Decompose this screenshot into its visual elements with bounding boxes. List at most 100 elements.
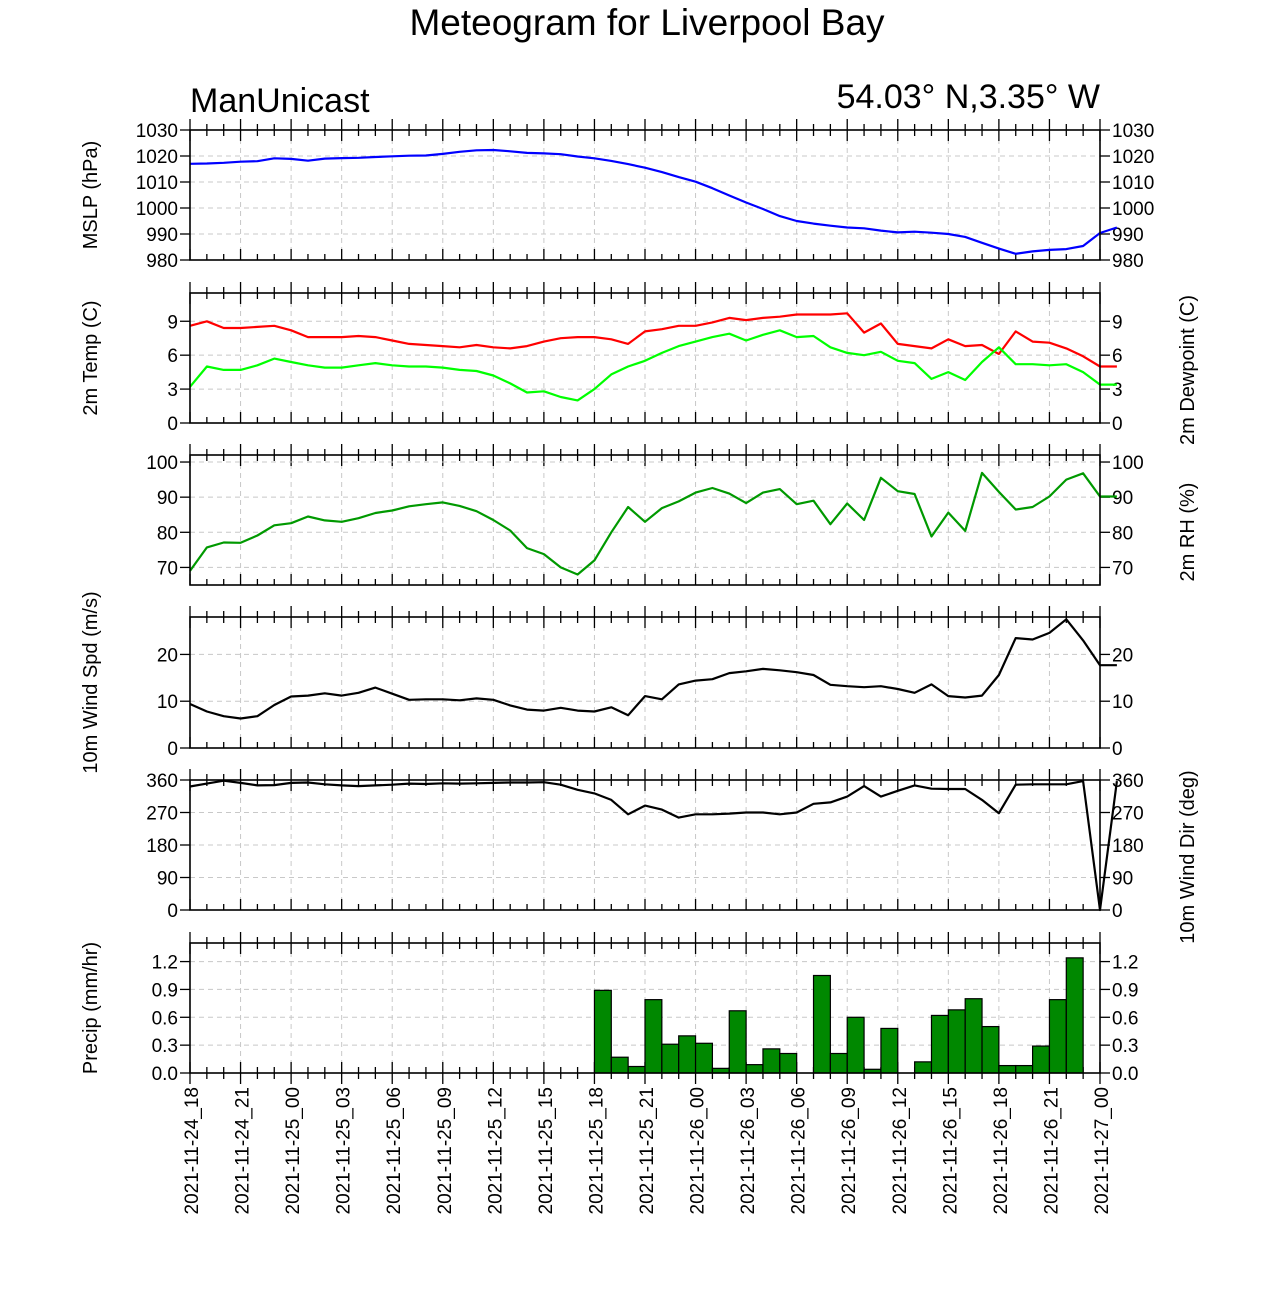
chart-subtitle-right: 54.03° N,3.35° W — [837, 78, 1100, 116]
precip-bar — [779, 1052, 798, 1074]
precip-bar — [694, 1042, 714, 1074]
y-tick-label-right: 20 — [1112, 645, 1133, 666]
precip-bar — [593, 989, 612, 1074]
x-tick-label: 2021-11-25_18 — [586, 1087, 607, 1214]
panel-wspd: 0 0 10 10 20 20 10m Wind Spd (m/s) — [80, 591, 1133, 773]
y-tick-label-left: 0.9 — [152, 980, 178, 1001]
precip-bar — [998, 1064, 1017, 1074]
y-tick-label-left: 20 — [157, 645, 178, 666]
y-tick-label-left: 90 — [157, 869, 178, 890]
y-tick-label-left: 270 — [146, 804, 178, 825]
x-tick-label: 2021-11-26_15 — [940, 1087, 961, 1214]
panel-frame — [189, 454, 1101, 586]
y-tick-label-left: 80 — [157, 523, 178, 544]
chart-subtitle-left: ManUnicast — [190, 82, 370, 120]
precip-bar — [846, 1016, 865, 1074]
y-tick-label-right: 0.3 — [1112, 1036, 1138, 1057]
chart-title: Meteogram for Liverpool Bay — [409, 2, 885, 43]
y-tick-label-left: 990 — [146, 225, 178, 246]
x-tick-label: 2021-11-26_18 — [991, 1087, 1012, 1214]
y-tick-label-right: 9 — [1112, 312, 1123, 333]
y-tick-label-left: 0 — [167, 901, 178, 922]
y-tick-label-left: 100 — [146, 453, 178, 474]
precip-bar — [1065, 957, 1084, 1074]
y-tick-label-right: 1000 — [1112, 199, 1154, 220]
precip-bar — [1048, 999, 1067, 1074]
x-tick-label: 2021-11-25_15 — [536, 1087, 557, 1214]
y-axis-label-right: 10m Wind Dir (deg) — [1177, 770, 1199, 943]
y-tick-label-right: 0.0 — [1112, 1064, 1138, 1085]
y-tick-label-left: 980 — [146, 251, 178, 272]
series-line-wspd-0 — [189, 618, 1117, 720]
y-axis-label-right: 2m Dewpoint (C) — [1177, 295, 1199, 445]
y-tick-label-right: 90 — [1112, 869, 1133, 890]
precip-bar — [964, 998, 983, 1074]
x-tick-label: 2021-11-26_00 — [688, 1087, 709, 1214]
panel-frame — [189, 292, 1101, 424]
y-tick-label-right: 6 — [1112, 346, 1123, 367]
x-tick-label: 2021-11-24_21 — [233, 1087, 254, 1214]
precip-bar — [610, 1056, 629, 1074]
y-tick-label-left: 0 — [167, 414, 178, 435]
precip-bar — [829, 1052, 848, 1074]
y-tick-label-left: 1020 — [136, 147, 178, 168]
y-tick-label-right: 980 — [1112, 251, 1144, 272]
panel-frame — [189, 616, 1101, 749]
y-tick-label-right: 1020 — [1112, 147, 1154, 168]
y-tick-label-right: 180 — [1112, 836, 1144, 857]
y-tick-label-left: 0.0 — [152, 1064, 178, 1085]
y-tick-label-right: 80 — [1112, 523, 1133, 544]
y-tick-label-right: 0.6 — [1112, 1008, 1138, 1029]
panel-frame — [189, 942, 1101, 1074]
panel-precip: 0.0 0.0 0.3 0.3 0.6 0.6 0.9 0.9 1.2 1.2 Precip (mm… — [80, 932, 1138, 1085]
x-tick-label: 2021-11-25_09 — [435, 1087, 456, 1214]
y-tick-label-right: 0 — [1112, 901, 1123, 922]
y-tick-label-right: 270 — [1112, 804, 1144, 825]
x-tick-label: 2021-11-26_21 — [1041, 1087, 1062, 1214]
precip-bar — [745, 1064, 764, 1074]
panel-frame — [189, 129, 1101, 261]
precip-bar — [947, 1009, 966, 1074]
precip-bar — [627, 1065, 646, 1074]
series-line-rh-0 — [189, 471, 1117, 576]
y-tick-label-left: 1030 — [136, 121, 178, 142]
y-axis-label-right: 2m RH (%) — [1177, 483, 1199, 582]
panel-temp: 0 0 3 3 6 6 9 9 2m Temp (C) 2m Dewpoint (C) — [80, 282, 1199, 445]
y-tick-label-right: 10 — [1112, 692, 1133, 713]
y-tick-label-right: 360 — [1112, 771, 1144, 792]
x-tick-label: 2021-11-25_12 — [485, 1087, 506, 1214]
y-tick-label-right: 3 — [1112, 380, 1123, 401]
precip-bar — [728, 1010, 747, 1074]
series-line-temp-0 — [189, 312, 1117, 368]
x-tick-label: 2021-11-25_21 — [637, 1087, 658, 1214]
y-axis-label-left: 2m Temp (C) — [80, 300, 102, 415]
precip-bar — [880, 1027, 899, 1074]
y-tick-label-right: 0 — [1112, 739, 1123, 760]
x-tick-label: 2021-11-25_00 — [283, 1087, 304, 1214]
panel-frame — [189, 779, 1101, 911]
y-axis-label-left: MSLP (hPa) — [80, 141, 102, 250]
precip-bar — [930, 1014, 949, 1074]
y-tick-label-left: 70 — [157, 558, 178, 579]
series-line-temp-1 — [189, 329, 1117, 402]
x-tick-label: 2021-11-26_03 — [738, 1087, 759, 1214]
x-tick-labels: 2021-11-24_18 2021-11-24_21 2021-11-25_00 2… — [182, 1087, 1113, 1214]
y-tick-label-left: 1.2 — [152, 953, 178, 974]
precip-bar — [812, 974, 831, 1074]
y-tick-label-left: 9 — [167, 312, 178, 333]
y-tick-label-right: 0.9 — [1112, 980, 1138, 1001]
y-tick-label-left: 0.6 — [152, 1008, 178, 1029]
y-tick-label-left: 90 — [157, 488, 178, 509]
y-tick-label-right: 100 — [1112, 453, 1144, 474]
panel-wdir: 0 0 90 90 180 180 270 270 360 360 10m Wind Dir (de… — [146, 769, 1199, 944]
y-tick-label-left: 10 — [157, 692, 178, 713]
x-tick-label: 2021-11-27_00 — [1092, 1087, 1113, 1214]
y-tick-label-left: 0.3 — [152, 1036, 178, 1057]
panel-rh: 70 70 80 80 90 90 100 100 2m RH (%) — [146, 444, 1199, 586]
x-tick-label: 2021-11-25_03 — [334, 1087, 355, 1214]
precip-bar — [914, 1061, 933, 1074]
panel-mslp: 980 980 990 990 1000 1000 1010 1010 1020 1020 1030… — [80, 119, 1154, 272]
precip-bar — [1015, 1064, 1034, 1074]
